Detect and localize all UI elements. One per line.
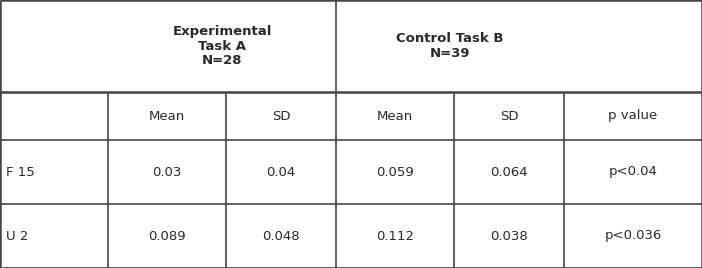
Text: 0.064: 0.064 xyxy=(490,166,528,178)
Text: p value: p value xyxy=(609,110,658,122)
Text: p<0.04: p<0.04 xyxy=(609,166,658,178)
Text: 0.089: 0.089 xyxy=(148,229,186,243)
Text: 0.04: 0.04 xyxy=(266,166,296,178)
Text: F 15: F 15 xyxy=(6,166,35,178)
Text: Mean: Mean xyxy=(149,110,185,122)
Text: Control Task B
N=39: Control Task B N=39 xyxy=(396,32,504,60)
Text: Mean: Mean xyxy=(377,110,413,122)
Text: U 2: U 2 xyxy=(6,229,28,243)
Text: SD: SD xyxy=(272,110,290,122)
Text: 0.048: 0.048 xyxy=(262,229,300,243)
Text: 0.112: 0.112 xyxy=(376,229,414,243)
Text: 0.03: 0.03 xyxy=(152,166,182,178)
Text: Experimental
Task A
N=28: Experimental Task A N=28 xyxy=(172,24,272,68)
Text: p<0.036: p<0.036 xyxy=(604,229,662,243)
Text: 0.059: 0.059 xyxy=(376,166,414,178)
Text: 0.038: 0.038 xyxy=(490,229,528,243)
Text: SD: SD xyxy=(500,110,518,122)
